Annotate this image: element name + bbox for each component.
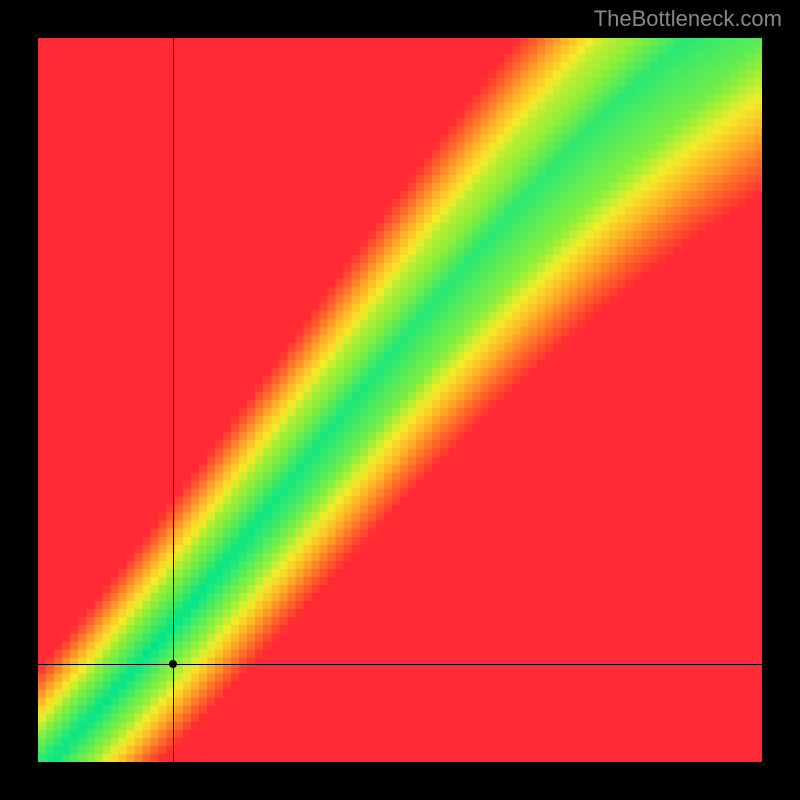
watermark-text: TheBottleneck.com (594, 6, 782, 32)
plot-area (38, 38, 762, 762)
marker-dot (169, 660, 177, 668)
crosshair-vertical (173, 0, 174, 800)
crosshair-horizontal (0, 664, 800, 665)
chart-container: TheBottleneck.com (0, 0, 800, 800)
bottleneck-heatmap (38, 38, 762, 762)
